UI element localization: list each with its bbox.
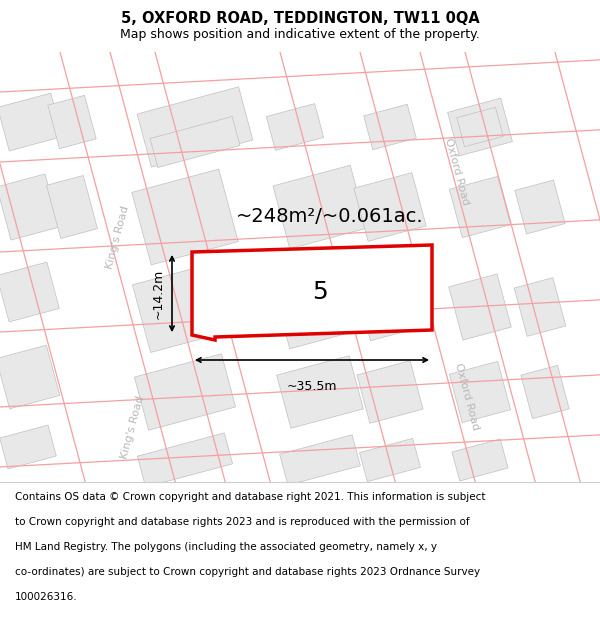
Polygon shape <box>452 439 508 481</box>
Polygon shape <box>457 107 503 147</box>
Polygon shape <box>521 366 569 419</box>
Text: Oxford Road: Oxford Road <box>443 138 471 207</box>
Polygon shape <box>357 361 423 423</box>
Text: HM Land Registry. The polygons (including the associated geometry, namely x, y: HM Land Registry. The polygons (includin… <box>15 542 437 552</box>
Polygon shape <box>266 104 323 151</box>
Polygon shape <box>449 274 511 340</box>
Polygon shape <box>515 180 565 234</box>
Text: co-ordinates) are subject to Crown copyright and database rights 2023 Ordnance S: co-ordinates) are subject to Crown copyr… <box>15 567 480 577</box>
Text: 5: 5 <box>312 280 328 304</box>
Text: Contains OS data © Crown copyright and database right 2021. This information is : Contains OS data © Crown copyright and d… <box>15 492 485 502</box>
Text: to Crown copyright and database rights 2023 and is reproduced with the permissio: to Crown copyright and database rights 2… <box>15 517 470 527</box>
Polygon shape <box>449 176 511 238</box>
Polygon shape <box>514 278 566 336</box>
Text: 100026316.: 100026316. <box>15 592 77 602</box>
Polygon shape <box>134 354 236 430</box>
Polygon shape <box>364 104 416 150</box>
Text: ~35.5m: ~35.5m <box>287 380 337 393</box>
Text: ~248m²/~0.061ac.: ~248m²/~0.061ac. <box>236 208 424 226</box>
Polygon shape <box>354 173 426 241</box>
Polygon shape <box>150 116 240 168</box>
Text: 5, OXFORD ROAD, TEDDINGTON, TW11 0QA: 5, OXFORD ROAD, TEDDINGTON, TW11 0QA <box>121 11 479 26</box>
Text: Map shows position and indicative extent of the property.: Map shows position and indicative extent… <box>120 28 480 41</box>
Polygon shape <box>277 356 364 428</box>
Text: King's Road: King's Road <box>105 204 131 269</box>
Polygon shape <box>0 174 59 240</box>
Polygon shape <box>273 165 367 249</box>
Polygon shape <box>137 433 233 487</box>
Polygon shape <box>0 93 62 151</box>
Polygon shape <box>0 425 56 469</box>
Polygon shape <box>448 98 512 156</box>
Text: King's Road: King's Road <box>120 394 146 459</box>
Polygon shape <box>192 245 432 340</box>
Polygon shape <box>0 262 59 322</box>
Polygon shape <box>0 345 60 409</box>
Polygon shape <box>133 261 238 352</box>
Polygon shape <box>47 176 97 239</box>
Text: ~14.2m: ~14.2m <box>151 269 164 319</box>
Polygon shape <box>48 96 96 149</box>
Polygon shape <box>280 435 361 485</box>
Polygon shape <box>356 273 424 341</box>
Polygon shape <box>132 169 238 265</box>
Text: Oxford Road: Oxford Road <box>453 362 481 432</box>
Polygon shape <box>449 361 511 423</box>
Polygon shape <box>359 438 421 482</box>
Polygon shape <box>273 265 367 349</box>
Polygon shape <box>137 87 253 167</box>
